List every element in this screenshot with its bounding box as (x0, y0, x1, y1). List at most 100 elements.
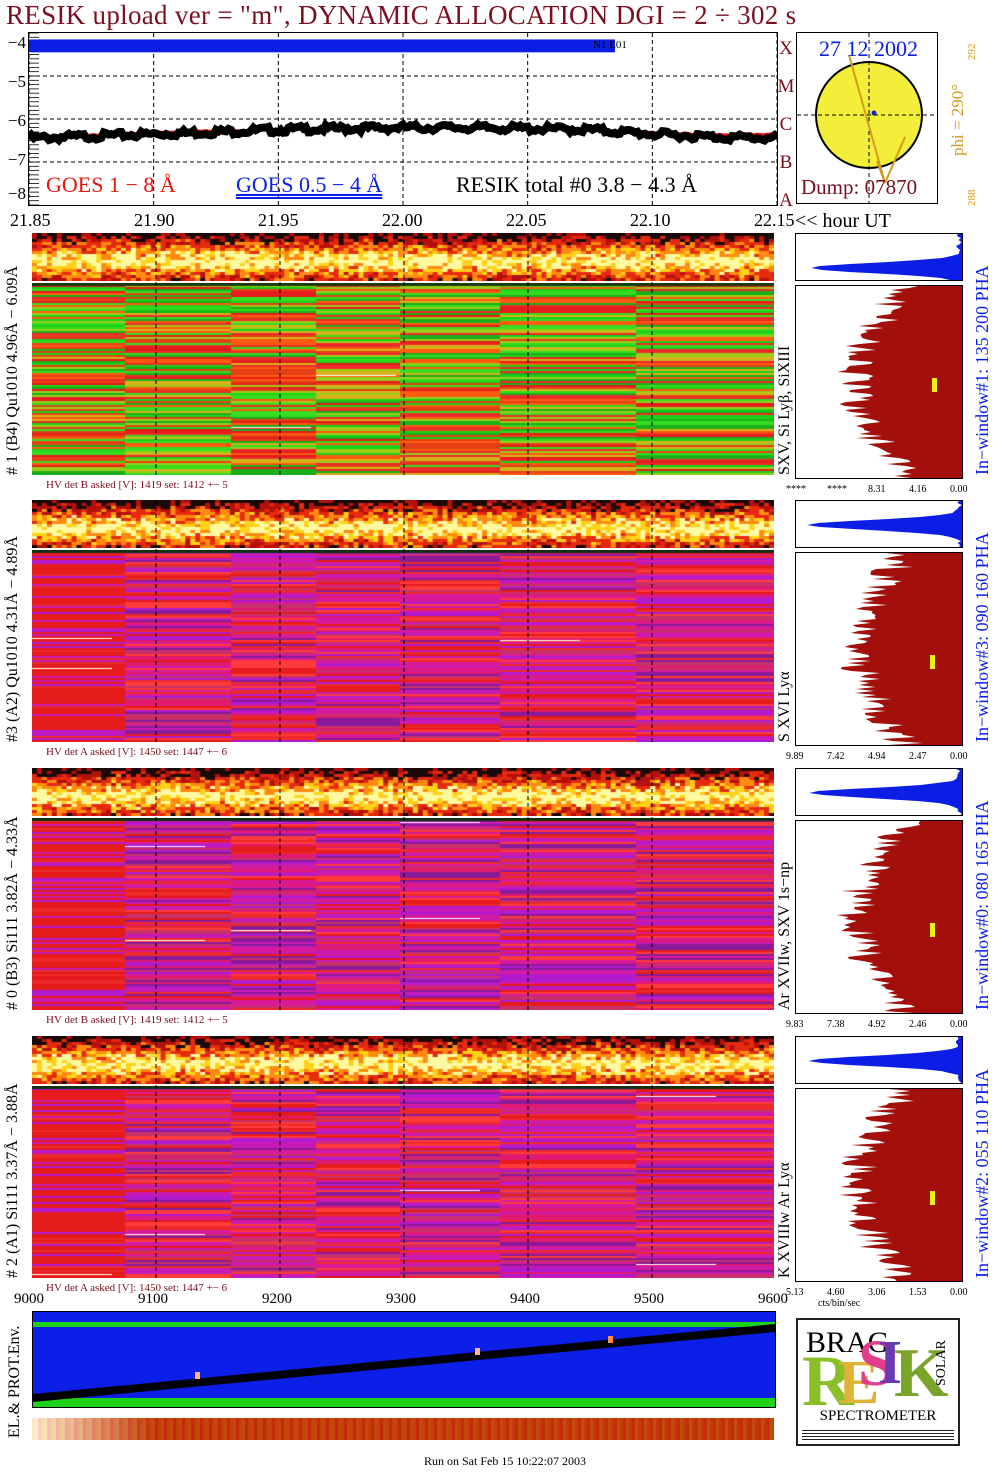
pha-scale-tick: 9.83 (786, 1019, 804, 1030)
hv-label: HV det A asked [V]: 1450 set: 1447 +− 6 (46, 746, 228, 758)
goes-class-axis: X M C B A (777, 30, 795, 220)
legend-goes-short: GOES 0.5 − 4 Å (236, 172, 383, 197)
resik-logo: BRAG R E S I K SOLAR SPECTROMETER (796, 1318, 960, 1446)
chart-title: RESIK upload ver = "m", DYNAMIC ALLOCATI… (6, 0, 797, 30)
pha-red-svg (836, 821, 962, 1013)
detector-gridlines (155, 233, 653, 475)
pha-blue-area (806, 501, 962, 547)
detector-label: # 0 (B3) Si111 3.82Å − 4.33Å (4, 816, 21, 1010)
goes-class-letter: M (777, 76, 795, 97)
sun-position-panel: 27 12 2002 Dump: 07870 (796, 32, 938, 204)
env-trend-line (33, 1324, 775, 1402)
pha-scale-tick: 0.00 (950, 1287, 968, 1298)
pha-blue-svg (809, 769, 962, 815)
observation-date: 27 12 2002 (819, 36, 918, 61)
hv-label: HV det B asked [V]: 1419 set: 1412 +− 5 (46, 1014, 228, 1026)
hour-ut-tick: 22.15 (754, 210, 795, 230)
pha-red-histogram (795, 285, 963, 479)
logo-letter-s: S (858, 1327, 895, 1400)
pha-scale-tick: 8.31 (868, 484, 886, 495)
pha-blue-histogram (795, 500, 963, 548)
goes-short-series (29, 39, 615, 53)
logo-spectrometer: SPECTROMETER (819, 1408, 937, 1424)
logo-side-text: SOLAR (934, 1340, 949, 1386)
env-marker (475, 1348, 480, 1355)
env-strip-canvas (32, 1418, 774, 1440)
seconds-tick: 9500 (634, 1291, 664, 1307)
goes-ytick: −4 (7, 33, 26, 52)
run-timestamp: Run on Sat Feb 15 10:22:07 2003 (424, 1454, 587, 1468)
logo-letter-b: BRAG (806, 1326, 890, 1359)
seconds-tick: 9200 (262, 1291, 292, 1307)
env-top-band (33, 1312, 775, 1324)
pha-window-label: In−window#3: 090 160 PHA (972, 532, 992, 742)
pha-axis-title: cts/bin/sec (818, 1298, 861, 1309)
seconds-tick: 9400 (510, 1291, 540, 1307)
hour-ut-tick: 21.85 (10, 210, 51, 230)
phi-angle-label: phi = 290° (948, 83, 967, 156)
env-label: EL.& PROT.Env. (6, 1325, 23, 1438)
pha-red-area (837, 286, 962, 478)
seconds-tick: 9000 (14, 1291, 44, 1307)
pha-scale-tick: 2.46 (909, 1019, 927, 1030)
logo-letter-e: E (838, 1349, 880, 1417)
detector-label: #3 (A2) Qu1010 4.31Å − 4.89Å (4, 536, 21, 742)
goes-band-label: N1 E01 (593, 39, 627, 51)
hv-label: HV det B asked [V]: 1419 set: 1412 +− 5 (46, 479, 228, 491)
goes-class-letter: B (779, 152, 793, 173)
pha-scale-tick: 3.06 (868, 1287, 886, 1298)
pha-scale-tick: 4.16 (909, 484, 927, 495)
hour-ut-tick: 22.10 (630, 210, 671, 230)
sun-axis-line (848, 54, 886, 184)
sun-pointing-dot (871, 110, 877, 116)
pha-blue-svg (811, 234, 962, 280)
pha-scale-tick: 0.00 (950, 751, 968, 762)
pha-window-marker (932, 378, 937, 392)
env-marker (608, 1336, 613, 1343)
spectral-lines-label: K XVIIIw Ar Lyα (776, 1162, 793, 1278)
pha-window-marker (930, 655, 935, 669)
hv-label: HV det A asked [V]: 1450 set: 1447 +− 6 (46, 1282, 228, 1294)
legend-resik-total: RESIK total #0 3.8 − 4.3 Å (456, 172, 697, 197)
pha-red-svg (838, 1089, 962, 1281)
goes-ytick: −5 (7, 72, 26, 91)
pha-blue-svg (808, 1037, 962, 1083)
pha-blue-area (811, 234, 962, 280)
pha-window-label: In−window#0: 080 165 PHA (972, 800, 992, 1010)
goes-ytick: −8 (7, 184, 26, 203)
resik-total-series (25, 118, 780, 146)
pha-red-svg (837, 286, 962, 478)
pha-blue-histogram (795, 768, 963, 816)
goes-class-letter: A (779, 190, 793, 211)
sun-view-line (884, 136, 906, 184)
detector-gridlines (155, 500, 653, 742)
seconds-tick: 9600 (758, 1291, 788, 1307)
pha-red-area (838, 1089, 962, 1281)
detector-gridlines (155, 1036, 653, 1278)
goes-class-letter: C (779, 114, 793, 135)
pha-scale-tick: 0.00 (950, 1019, 968, 1030)
pha-scale-tick: 7.38 (827, 1019, 845, 1030)
pha-blue-area (809, 769, 962, 815)
env-color-strip (32, 1418, 774, 1440)
detector-label: # 2 (A1) Si111 3.37Å − 3.88Å (4, 1083, 21, 1279)
pha-scale-tick: 2.47 (909, 751, 927, 762)
seconds-tick: 9300 (386, 1291, 416, 1307)
sun-axis-arrow (876, 160, 886, 184)
pha-red-histogram (795, 820, 963, 1014)
pha-red-histogram (795, 552, 963, 746)
pha-scale-tick: **** (827, 484, 847, 495)
pha-scale-tick: 4.92 (868, 1019, 886, 1030)
hour-ut-tick: 22.00 (382, 210, 423, 230)
hour-ut-tick: 21.95 (258, 210, 299, 230)
pha-window-label: In−window#2: 055 110 PHA (972, 1069, 992, 1278)
pha-blue-histogram (795, 1036, 963, 1084)
pha-scale-tick: **** (786, 484, 806, 495)
pha-scale-tick: 1.53 (909, 1287, 927, 1298)
pha-window-marker (930, 923, 935, 937)
hour-ut-tick: 21.90 (134, 210, 175, 230)
phi-angle-top: 292 (966, 43, 978, 61)
pha-scale-tick: 7.42 (827, 751, 845, 762)
spectral-lines-label: SXV, Si Lyβ, SiXIII (776, 345, 793, 475)
hour-ut-tick: 22.05 (506, 210, 547, 230)
